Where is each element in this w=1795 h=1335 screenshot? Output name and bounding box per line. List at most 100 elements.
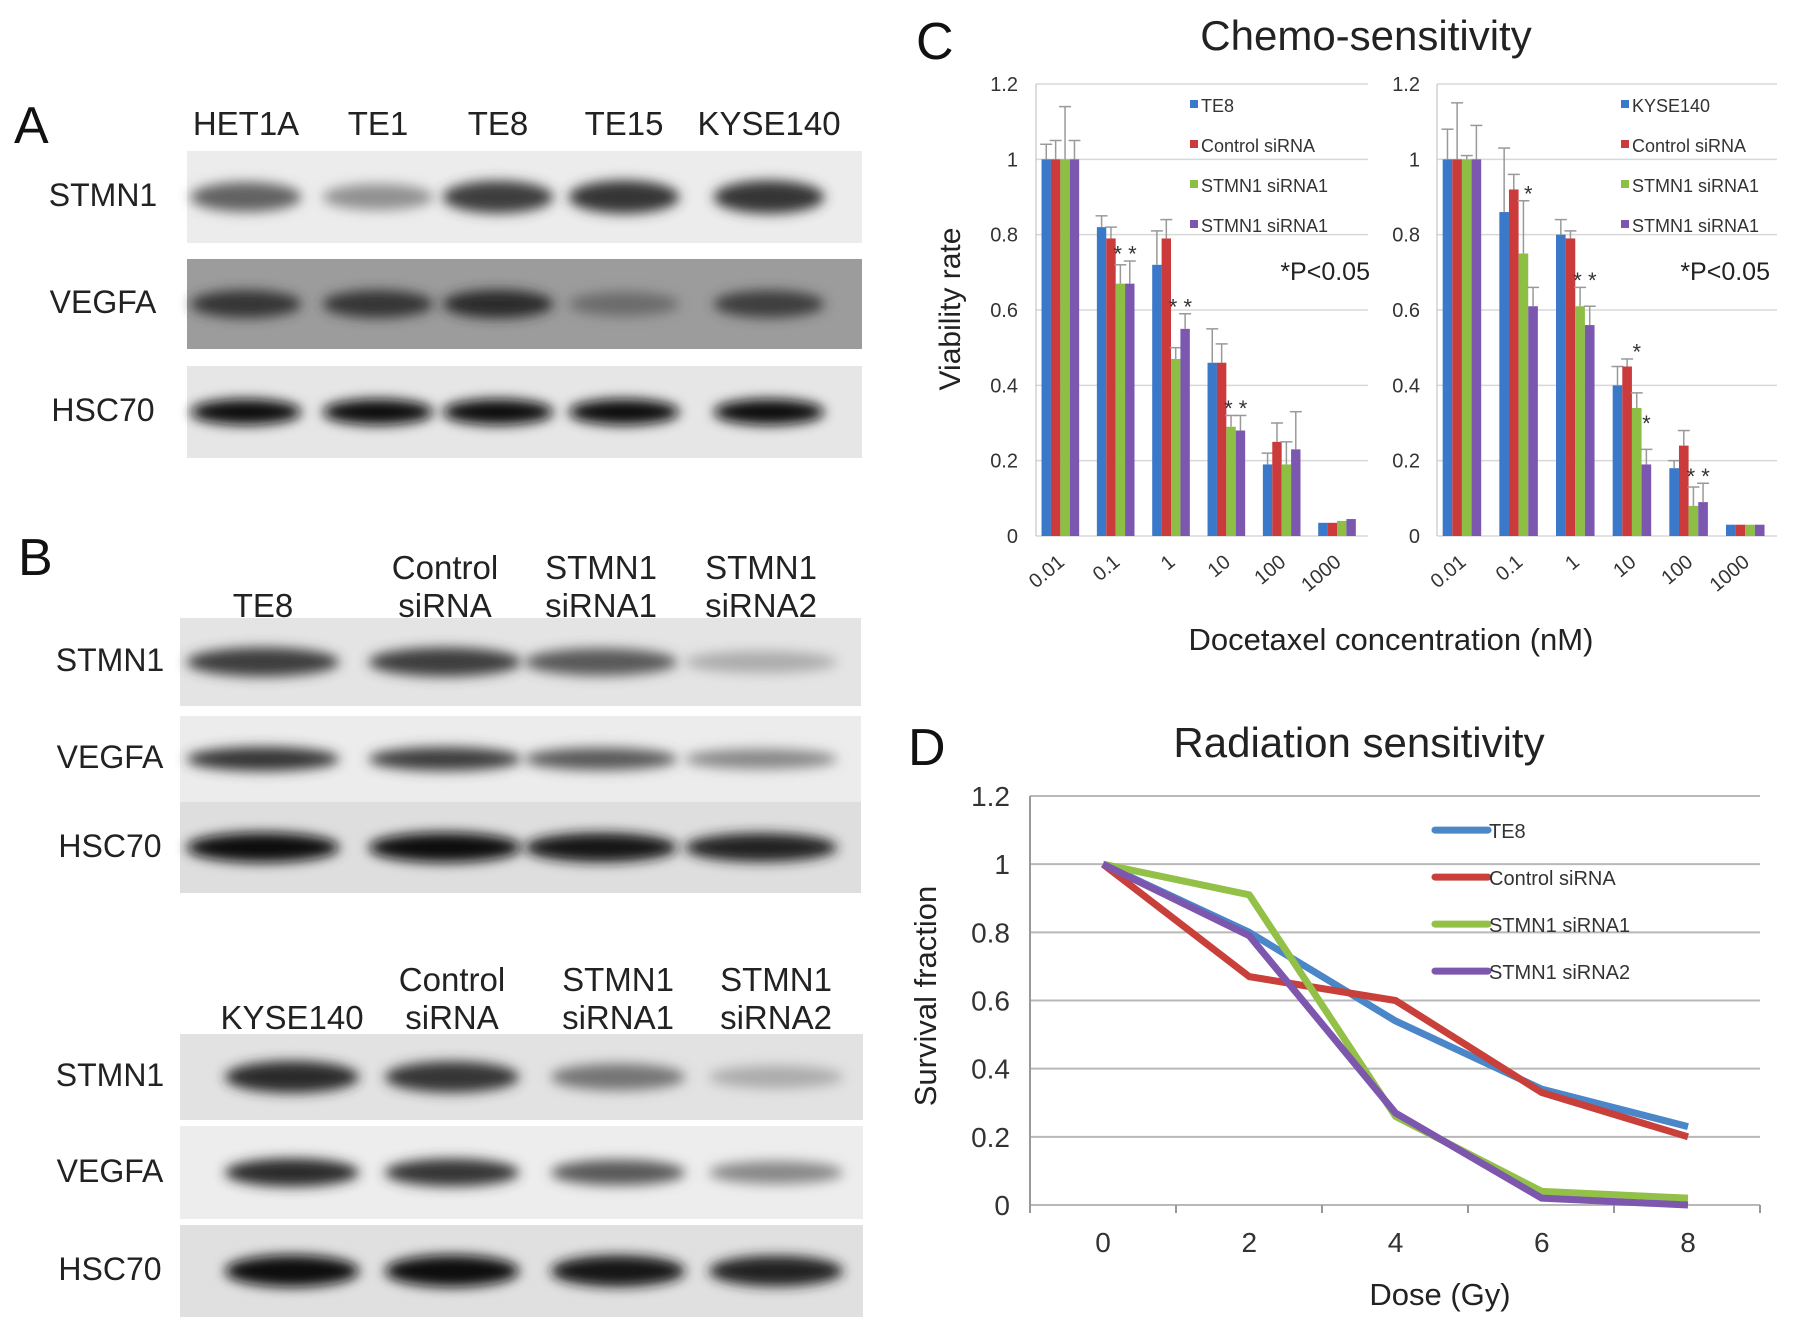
blot-band [186, 647, 340, 677]
bar [1584, 325, 1595, 536]
blot-band [322, 290, 434, 318]
blot-band [224, 1255, 360, 1287]
x-axis-label-dose: Dose (Gy) [1369, 1277, 1510, 1312]
blot-strip-hsc70 [180, 1225, 863, 1317]
lane-label: KYSE140 [697, 105, 841, 142]
blot-band [190, 290, 302, 318]
blot-band [322, 183, 434, 211]
legend-label: STMN1 siRNA1 [1201, 176, 1328, 196]
bar [1318, 522, 1328, 536]
lane-label: STMN1 [720, 961, 832, 998]
bar [1216, 362, 1227, 536]
bar [1461, 159, 1472, 537]
bar [1161, 238, 1172, 536]
bar [1180, 328, 1190, 536]
bar [1612, 385, 1623, 536]
lane-label: siRNA2 [705, 587, 817, 624]
blot-band [384, 1158, 520, 1187]
blot-band [322, 399, 434, 425]
bar [1688, 505, 1699, 536]
legend-label: Control siRNA [1489, 868, 1616, 890]
panel-label-b: B [18, 529, 53, 587]
lane-label: siRNA2 [720, 999, 832, 1036]
blot-band [442, 289, 554, 319]
bar [1281, 464, 1292, 536]
blot-band [550, 1159, 686, 1186]
lane-label: STMN1 [545, 549, 657, 586]
significance-marker: * [1632, 340, 1641, 365]
y-tick-label: 1.2 [1392, 74, 1420, 96]
bar [1641, 464, 1652, 536]
legend-label: TE8 [1489, 821, 1526, 843]
bar [1291, 449, 1301, 536]
y-tick-label: 0.8 [990, 225, 1018, 247]
legend-swatch [1190, 220, 1198, 228]
blot-band [224, 1060, 360, 1094]
bar [1060, 159, 1070, 537]
blot-band [713, 399, 825, 425]
y-tick-label: 0.6 [990, 300, 1018, 322]
bar [1096, 227, 1107, 536]
bar [1556, 234, 1566, 536]
blot-row-label: VEGFA [56, 1152, 164, 1189]
lane-label: TE1 [347, 105, 409, 142]
bar [1235, 430, 1246, 536]
legend-swatch [1621, 140, 1629, 148]
blot-strip-stmn1 [180, 618, 861, 706]
significance-marker: * * [1687, 464, 1711, 489]
x-tick-label: 0.1 [1089, 551, 1124, 586]
line-chart-radiation: 0 0.2 0.4 0.6 0.8 1 1.2 0 2 4 6 8 TE8 Control siRNA ST… [908, 719, 1761, 1312]
blot-strip-vegfa [187, 259, 862, 349]
legend-swatch [1190, 100, 1198, 108]
blot-band [524, 648, 678, 676]
x-tick-label: 4 [1388, 1227, 1404, 1258]
blot-band [550, 1255, 686, 1287]
bar [1346, 519, 1356, 536]
y-tick-label: 0.6 [971, 986, 1010, 1017]
x-tick-label: 1 [1561, 551, 1584, 575]
bar [1499, 212, 1509, 537]
y-tick-label: 0.4 [990, 375, 1018, 397]
bar [1327, 522, 1338, 536]
blot-band [524, 747, 678, 771]
x-axis-label-docetaxel: Docetaxel concentration (nM) [1189, 622, 1594, 657]
series-line [1101, 861, 1689, 1209]
x-tick-label: 10 [1204, 551, 1235, 582]
blot-band [684, 833, 838, 862]
legend-label: Control siRNA [1632, 136, 1746, 156]
blot-strip-stmn1 [180, 1034, 863, 1120]
blot-band [708, 1255, 844, 1287]
blot-row-label: STMN1 [55, 642, 165, 678]
lane-label: siRNA1 [545, 587, 657, 624]
bar [1726, 524, 1736, 536]
blot-band [368, 832, 522, 863]
significance-marker: * * [1169, 294, 1193, 319]
blot-band [442, 180, 554, 214]
legend-swatch [1190, 140, 1198, 148]
lane-label: siRNA [398, 587, 492, 624]
y-tick-label: 0.2 [971, 1122, 1010, 1153]
legend-label: STMN1 siRNA1 [1201, 216, 1328, 236]
significance-marker: * [1642, 411, 1651, 436]
blot-band [384, 1255, 520, 1287]
bar [1678, 445, 1689, 536]
bar [1669, 468, 1679, 536]
y-tick-label: 0.6 [1392, 300, 1420, 322]
x-tick-label: 0.1 [1492, 551, 1527, 586]
bar-chart-1: 0 0.2 0.4 0.6 0.8 1 1.2 0.01 0.1 1 10 100 1000 KYSE14… [1392, 74, 1777, 596]
panel-label-d: D [908, 719, 946, 777]
blot-band [568, 291, 680, 317]
y-tick-label: 0 [1409, 526, 1420, 548]
y-axis-label-survival: Survival fraction [908, 886, 943, 1107]
y-tick-label: 0.2 [990, 451, 1018, 473]
y-tick-label: 1.2 [990, 74, 1018, 96]
y-tick-label: 0 [1007, 526, 1018, 548]
legend-label: STMN1 siRNA1 [1489, 915, 1630, 937]
bar [1631, 407, 1642, 536]
blot-row-label: HSC70 [58, 827, 162, 864]
bar [1622, 366, 1632, 536]
bar [1452, 159, 1462, 537]
bar [1262, 464, 1273, 536]
p-value-annotation: *P<0.05 [1680, 258, 1770, 286]
